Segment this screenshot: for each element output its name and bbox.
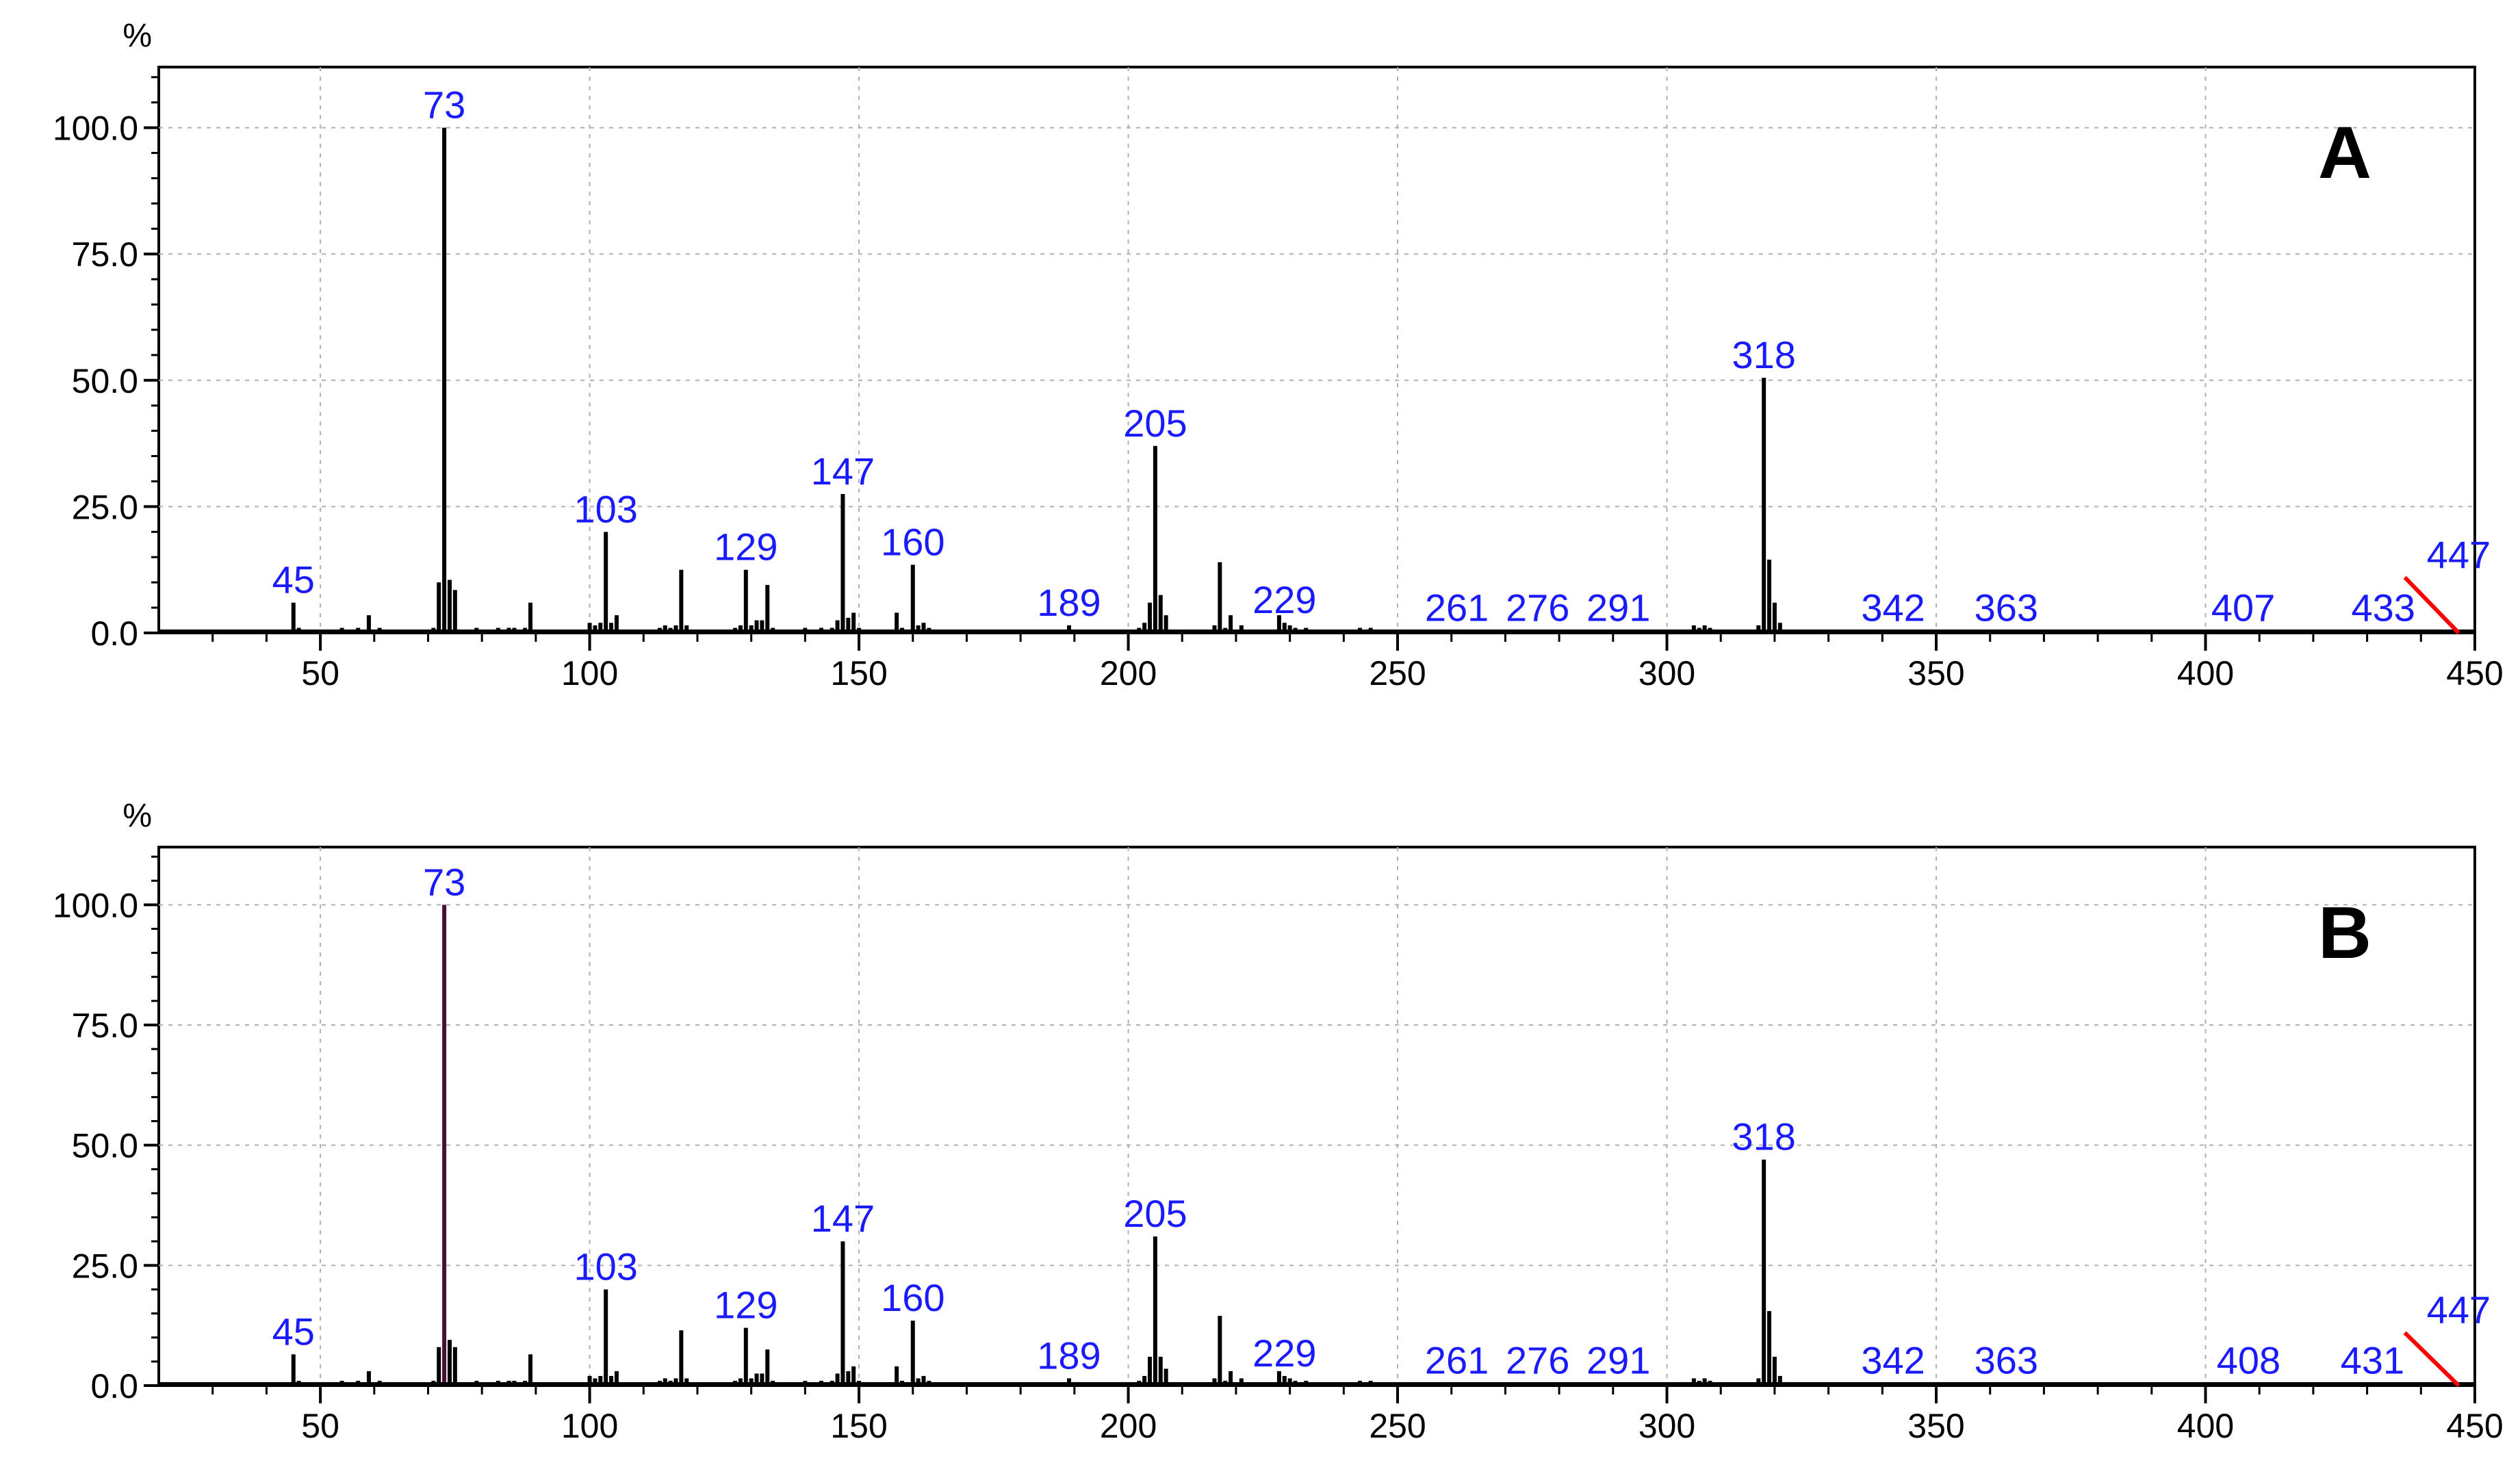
peak-label: 103 bbox=[574, 487, 637, 530]
x-tick-label: 150 bbox=[830, 1407, 887, 1445]
peak-label: 189 bbox=[1037, 581, 1101, 624]
peak-label: 160 bbox=[881, 1276, 944, 1319]
peak-label: 276 bbox=[1506, 1338, 1569, 1381]
peak-label: 318 bbox=[1732, 1115, 1795, 1158]
peak-label: 129 bbox=[714, 525, 777, 569]
y-tick-label: 0.0 bbox=[90, 614, 138, 653]
panel-letter: B bbox=[2318, 891, 2371, 974]
peak-label: 407 bbox=[2211, 586, 2275, 629]
peak-label: 342 bbox=[1861, 1338, 1925, 1381]
y-tick-label: 75.0 bbox=[72, 235, 138, 274]
y-tick-label: 0.0 bbox=[90, 1367, 138, 1405]
peak-label: 261 bbox=[1425, 586, 1489, 629]
peak-label: 73 bbox=[423, 860, 465, 903]
y-tick-label: 50.0 bbox=[72, 1127, 138, 1165]
peak-label: 147 bbox=[811, 1197, 875, 1240]
x-tick-label: 250 bbox=[1369, 1407, 1426, 1445]
y-axis-label: % bbox=[123, 18, 152, 54]
peak-label: 447 bbox=[2427, 533, 2491, 576]
peak-label: 363 bbox=[1975, 586, 2038, 629]
peak-label: 431 bbox=[2341, 1338, 2404, 1381]
peak-label: 205 bbox=[1123, 402, 1187, 445]
x-tick-label: 300 bbox=[1638, 1407, 1695, 1445]
peak-label: 73 bbox=[423, 83, 465, 127]
x-tick-label: 150 bbox=[830, 654, 887, 692]
x-tick-label: 450 bbox=[2446, 1407, 2503, 1445]
y-tick-label: 25.0 bbox=[72, 488, 138, 526]
peak-label: 447 bbox=[2427, 1288, 2491, 1332]
x-tick-label: 400 bbox=[2177, 1407, 2234, 1445]
plot-frame bbox=[157, 846, 2476, 1387]
molecular-ion-marker bbox=[2403, 1331, 2460, 1388]
x-tick-label: 100 bbox=[561, 1407, 618, 1445]
molecular-ion-marker bbox=[2403, 575, 2460, 635]
peak-label: 147 bbox=[811, 450, 875, 493]
peak-label: 318 bbox=[1732, 333, 1795, 376]
spectrum-panel-b: 0.0 25.0 50.0 75.0 100.0 50 100 150 200 250 300 350… bbox=[53, 798, 2504, 1445]
plot-frame bbox=[157, 66, 2476, 634]
peak-label: 342 bbox=[1861, 586, 1925, 629]
spectrum-panel-a: 0.0 25.0 50.0 75.0 100.0 50 100 150 200 250 300 350… bbox=[53, 18, 2504, 692]
peak-label: 45 bbox=[272, 1310, 315, 1353]
x-tick-label: 200 bbox=[1100, 1407, 1157, 1445]
y-tick-label: 25.0 bbox=[72, 1247, 138, 1285]
x-tick-label: 250 bbox=[1369, 654, 1426, 692]
peak-label: 229 bbox=[1252, 1332, 1316, 1375]
x-tick-label: 300 bbox=[1638, 654, 1695, 692]
peak-label: 261 bbox=[1425, 1338, 1489, 1381]
peak-label: 291 bbox=[1586, 1338, 1650, 1381]
peak-label: 433 bbox=[2351, 586, 2415, 629]
x-tick-label: 400 bbox=[2177, 654, 2234, 692]
peak-label: 189 bbox=[1037, 1334, 1101, 1377]
peak-label: 408 bbox=[2217, 1338, 2280, 1381]
x-tick-label: 200 bbox=[1100, 654, 1157, 692]
y-tick-label: 75.0 bbox=[72, 1007, 138, 1045]
peak-label: 276 bbox=[1506, 586, 1569, 629]
y-tick-label: 50.0 bbox=[72, 362, 138, 400]
peak-label: 205 bbox=[1123, 1192, 1187, 1235]
y-axis-label: % bbox=[123, 798, 152, 834]
peak-label: 129 bbox=[714, 1284, 777, 1327]
peak-label: 363 bbox=[1975, 1338, 2038, 1381]
peak-label: 160 bbox=[881, 520, 944, 563]
peak-label: 45 bbox=[272, 558, 315, 601]
x-tick-label: 50 bbox=[301, 1407, 339, 1445]
x-tick-label: 450 bbox=[2446, 654, 2503, 692]
y-tick-label: 100.0 bbox=[53, 886, 138, 924]
peak-label: 291 bbox=[1586, 586, 1650, 629]
x-tick-label: 350 bbox=[1907, 654, 1964, 692]
panel-letter: A bbox=[2318, 111, 2371, 194]
y-tick-label: 100.0 bbox=[53, 109, 138, 148]
peak-label: 229 bbox=[1252, 578, 1316, 621]
x-tick-label: 100 bbox=[561, 654, 618, 692]
x-tick-label: 50 bbox=[301, 654, 339, 692]
x-tick-label: 350 bbox=[1907, 1407, 1964, 1445]
peak-label: 103 bbox=[574, 1245, 637, 1288]
